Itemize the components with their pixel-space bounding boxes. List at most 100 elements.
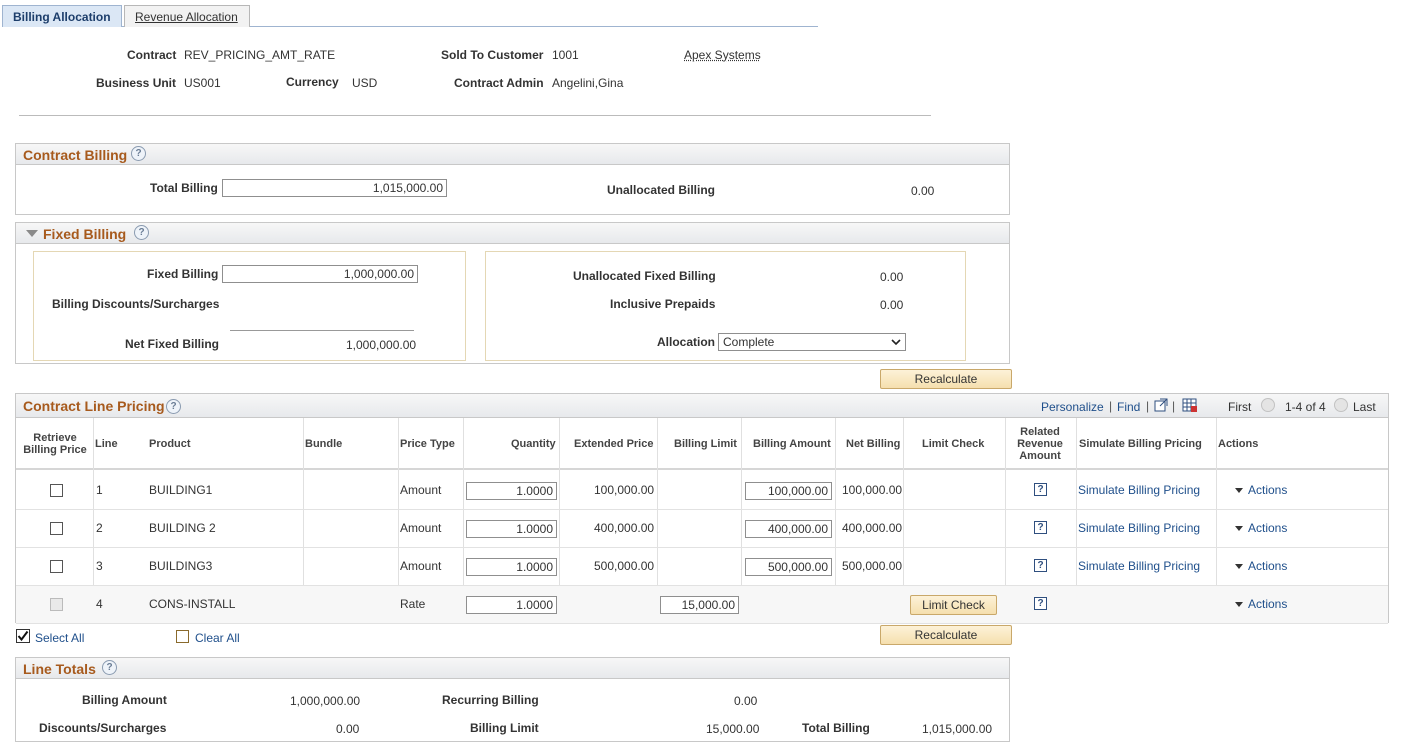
tab-billing-allocation[interactable]: Billing Allocation xyxy=(2,5,122,27)
net-fixed-billing-value: 1,000,000.00 xyxy=(346,338,417,352)
tab-bar: Billing Allocation Revenue Allocation xyxy=(2,5,818,27)
quantity-input[interactable] xyxy=(466,482,557,500)
help-icon[interactable]: ? xyxy=(131,146,146,161)
billing-limit-value: 15,000.00 xyxy=(706,722,760,736)
contract-value: REV_PRICING_AMT_RATE xyxy=(184,48,336,62)
help-icon[interactable]: ? xyxy=(134,225,149,240)
total-billing-label: Total Billing xyxy=(802,721,870,735)
fixed-billing-right-box: Unallocated Fixed Billing 0.00 Inclusive… xyxy=(485,251,966,361)
billing-amount-value: 1,000,000.00 xyxy=(290,694,361,708)
fixed-billing-header: Fixed Billing ? xyxy=(16,223,1009,244)
separator: | xyxy=(1109,399,1113,413)
help-icon[interactable]: ? xyxy=(166,399,181,414)
allocation-select[interactable]: Complete xyxy=(718,333,906,351)
product: CONS-INSTALL xyxy=(149,597,236,611)
limit-check-button[interactable]: Limit Check xyxy=(910,595,997,615)
contract-billing-section: Contract Billing ? Total Billing Unalloc… xyxy=(15,143,1010,215)
contract-admin-value: Angelini,Gina xyxy=(552,76,624,90)
collapse-triangle-icon[interactable] xyxy=(26,230,38,237)
table-row: 2 BUILDING 2 Amount 400,000.00 400,000.0… xyxy=(16,510,1388,548)
recalculate-button-bottom[interactable]: Recalculate xyxy=(880,625,1012,645)
col-simulate-billing-pricing: Simulate Billing Pricing xyxy=(1079,438,1202,450)
quantity-input[interactable] xyxy=(466,596,557,614)
allocation-label: Allocation xyxy=(657,335,716,349)
actions-menu[interactable]: Actions xyxy=(1235,521,1287,535)
discounts-surcharges-label: Discounts/Surcharges xyxy=(39,721,167,735)
select-all-link[interactable]: Select All xyxy=(35,631,85,645)
actions-menu[interactable]: Actions xyxy=(1235,597,1287,611)
chevron-down-icon xyxy=(1235,564,1243,570)
billing-limit-input[interactable] xyxy=(660,596,739,614)
customer-name-link[interactable]: Apex Systems xyxy=(684,48,761,62)
quantity-input[interactable] xyxy=(466,558,557,576)
billing-amount-input[interactable] xyxy=(745,482,832,500)
help-icon[interactable]: ? xyxy=(102,660,117,675)
next-arrow-icon[interactable] xyxy=(1334,398,1348,412)
actions-label: Actions xyxy=(1248,521,1288,535)
retrieve-billing-price-checkbox xyxy=(50,598,63,611)
last-label: Last xyxy=(1353,400,1376,414)
find-link[interactable]: Find xyxy=(1117,400,1141,414)
actions-menu[interactable]: Actions xyxy=(1235,483,1287,497)
discounts-surcharges-value: 0.00 xyxy=(336,722,360,736)
clear-all-link[interactable]: Clear All xyxy=(195,631,240,645)
line-totals-section: Line Totals ? Billing Amount 1,000,000.0… xyxy=(15,657,1010,742)
tab-revenue-allocation-label: Revenue Allocation xyxy=(135,10,238,24)
column-header-row: Retrieve Billing Price Line Product Bund… xyxy=(16,418,1388,470)
simulate-billing-pricing-link[interactable]: Simulate Billing Pricing xyxy=(1078,559,1201,573)
clear-all-checkbox-icon[interactable] xyxy=(176,630,189,643)
chevron-down-icon xyxy=(1235,602,1243,608)
contract-label: Contract xyxy=(127,48,177,62)
billing-limit-label: Billing Limit xyxy=(470,721,539,735)
related-revenue-icon[interactable]: ? xyxy=(1034,597,1047,610)
net-billing: 100,000.00 xyxy=(842,483,903,497)
price-type: Amount xyxy=(400,483,442,497)
contract-admin-label: Contract Admin xyxy=(454,76,544,90)
actions-label: Actions xyxy=(1248,597,1288,611)
business-unit-value: US001 xyxy=(184,76,221,90)
inclusive-prepaids-label: Inclusive Prepaids xyxy=(610,297,716,311)
table-row: 1 BUILDING1 Amount 100,000.00 100,000.00… xyxy=(16,472,1388,510)
product: BUILDING1 xyxy=(149,483,213,497)
currency-value: USD xyxy=(352,76,378,90)
product: BUILDING 2 xyxy=(149,521,216,535)
fixed-billing-section: Fixed Billing ? Fixed Billing Billing Di… xyxy=(15,222,1010,364)
retrieve-billing-price-checkbox[interactable] xyxy=(50,560,63,573)
currency-label: Currency xyxy=(286,75,339,89)
retrieve-billing-price-checkbox[interactable] xyxy=(50,522,63,535)
col-price-type: Price Type xyxy=(400,438,455,450)
actions-menu[interactable]: Actions xyxy=(1235,559,1287,573)
recurring-billing-value: 0.00 xyxy=(734,694,758,708)
extended-price: 500,000.00 xyxy=(594,559,655,573)
billing-amount-input[interactable] xyxy=(745,558,832,576)
separator: | xyxy=(1172,399,1176,413)
related-revenue-icon[interactable]: ? xyxy=(1034,559,1047,572)
personalize-link[interactable]: Personalize xyxy=(1041,400,1104,414)
net-billing: 400,000.00 xyxy=(842,521,903,535)
col-extended-price: Extended Price xyxy=(574,438,654,450)
select-all-checkbox-icon[interactable] xyxy=(16,629,30,643)
retrieve-billing-price-checkbox[interactable] xyxy=(50,484,63,497)
col-net-billing: Net Billing xyxy=(846,438,901,450)
product: BUILDING3 xyxy=(149,559,213,573)
unallocated-billing-value: 0.00 xyxy=(911,184,935,198)
header-divider xyxy=(19,115,931,116)
new-window-icon[interactable] xyxy=(1154,398,1168,412)
related-revenue-icon[interactable]: ? xyxy=(1034,521,1047,534)
inclusive-prepaids-value: 0.00 xyxy=(880,298,904,312)
previous-arrow-icon[interactable] xyxy=(1261,398,1275,412)
chevron-down-icon xyxy=(1235,488,1243,494)
download-grid-icon[interactable] xyxy=(1182,397,1198,413)
line-number: 2 xyxy=(96,521,103,535)
related-revenue-icon[interactable]: ? xyxy=(1034,483,1047,496)
recalculate-button-top[interactable]: Recalculate xyxy=(880,369,1012,389)
fixed-billing-input[interactable] xyxy=(222,265,418,283)
tab-revenue-allocation[interactable]: Revenue Allocation xyxy=(124,5,250,27)
billing-amount-input[interactable] xyxy=(745,520,832,538)
total-billing-input[interactable] xyxy=(222,179,447,197)
quantity-input[interactable] xyxy=(466,520,557,538)
fixed-billing-left-box: Fixed Billing Billing Discounts/Surcharg… xyxy=(33,251,466,361)
simulate-billing-pricing-link[interactable]: Simulate Billing Pricing xyxy=(1078,521,1201,535)
simulate-billing-pricing-link[interactable]: Simulate Billing Pricing xyxy=(1078,483,1201,497)
col-product: Product xyxy=(149,438,191,450)
